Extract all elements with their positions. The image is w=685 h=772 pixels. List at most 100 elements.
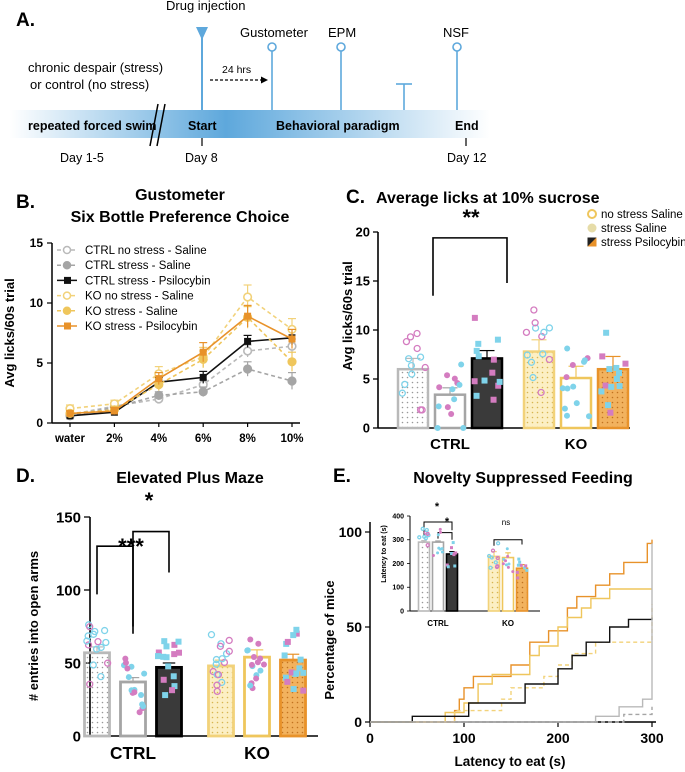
panel-e-title: Novelty Suppressed Feeding [413, 470, 633, 487]
panel-c-bar [396, 367, 430, 430]
epm-label: EPM [328, 25, 356, 40]
inset-data-point [452, 553, 456, 557]
panel-c-data-point [523, 351, 531, 359]
panel-d-data-point [89, 661, 97, 669]
panel-c-data-point [495, 382, 502, 389]
panel-b-series [65, 284, 297, 421]
panel-c-data-point [540, 328, 548, 336]
panel-d-bar [155, 665, 183, 738]
panel-d-data-point [257, 667, 264, 674]
panel-d-ylabel: # entries into open arms [26, 551, 41, 701]
inset-bar [501, 556, 515, 612]
panel-c-data-point [444, 404, 451, 411]
panel-b: B. Gustometer Six Bottle Preference Choi… [2, 187, 304, 445]
panel-b-point [199, 373, 207, 381]
panel-c-data-point [494, 336, 501, 343]
panel-c-significance-bracket [432, 237, 508, 296]
panel-b-xtick-label: 6% [195, 433, 212, 445]
panel-d-data-point [300, 687, 307, 694]
panel-c-label: C. [346, 187, 365, 208]
panel-c-data-point [598, 388, 605, 395]
panel-c-data-point [458, 361, 465, 368]
panel-c-data-point [605, 402, 612, 409]
panel-c-ytick-label: 10 [356, 323, 370, 338]
panel-d-significance-2: * [145, 488, 154, 513]
panel-c-data-point [406, 333, 415, 341]
panel-d-data-point [102, 638, 110, 647]
panel-c-data-point [564, 345, 571, 352]
panel-e-survival-curve [370, 588, 652, 723]
inset-data-point [490, 548, 496, 553]
panel-d-data-point [171, 641, 178, 648]
inset-data-point [438, 530, 442, 534]
panel-d-data-point [131, 689, 138, 696]
panel-e-survival-curve [370, 543, 653, 723]
panel-e-ylabel: Percentage of mice [322, 580, 337, 699]
inset-data-point [431, 554, 435, 558]
forced-swim-label: repeated forced swim [28, 119, 157, 133]
drug-injection-label: Drug injection [166, 0, 246, 13]
panel-b-point [288, 335, 296, 343]
legend-filled-circle-icon [587, 223, 597, 233]
panel-d-data-point [83, 637, 91, 645]
inset-data-point [495, 541, 501, 546]
panel-c-legend: no stress Saline stress Saline stress Psil… [587, 209, 685, 249]
panel-c-data-point [402, 337, 411, 346]
inset-ytick-label: 0 [400, 608, 404, 615]
panel-b-legend-marker [62, 291, 72, 300]
panel-d-data-point [165, 663, 172, 670]
panel-d-data-point [122, 655, 129, 662]
panel-d-data-point [296, 665, 303, 672]
panel-c-legend-label: no stress Saline [601, 209, 683, 221]
panel-d-data-point [247, 682, 254, 689]
panel-e-ytick-label: 0 [354, 714, 362, 730]
panel-d-ytick-label: 100 [56, 582, 81, 599]
panel-d-data-point [212, 660, 220, 668]
arrow-24hrs-label: 24 hrs [222, 64, 251, 76]
panel-e-ytick-label: 50 [346, 619, 362, 635]
inset-data-point [440, 547, 444, 551]
panel-c-ylabel: Avg licks/60s trial [340, 261, 355, 370]
inset-group-label: CTRL [427, 619, 449, 628]
panel-c-data-point [490, 396, 497, 403]
panel-c-data-point [616, 383, 623, 390]
panel-b-series-line [69, 337, 293, 417]
panel-d-data-point [162, 692, 169, 699]
panel-d-data-point [86, 680, 94, 688]
panel-c-data-point [481, 377, 488, 384]
panel-d-data-point [257, 655, 264, 662]
inset-data-point [501, 562, 505, 566]
panel-d-bracket-2 [132, 530, 170, 627]
panel-c-data-point [449, 386, 456, 393]
inset-data-point [505, 547, 509, 551]
inset-data-point [504, 559, 508, 563]
panel-b-point [244, 337, 252, 345]
inset-data-point [516, 576, 520, 580]
panel-c-data-point [475, 353, 482, 360]
panel-b-ytick-label: 5 [36, 356, 43, 370]
panel-e-label: E. [333, 466, 351, 487]
panel-d-data-point [92, 645, 101, 653]
panel-d-data-point [282, 674, 289, 681]
panel-c-data-point [539, 350, 547, 358]
inset-data-point [422, 534, 427, 539]
panel-d-data-point [290, 686, 297, 693]
panel-c-data-point [531, 319, 539, 327]
panel-d-data-point [175, 638, 182, 645]
panel-c-data-point [615, 370, 622, 377]
panel-c-data-point [448, 411, 455, 418]
panel-c-data-point [622, 360, 629, 367]
panel-c-bar [596, 367, 630, 430]
panel-c-data-point [471, 378, 478, 385]
panel-d-data-point [171, 683, 178, 690]
inset-ytick-label: 100 [392, 585, 404, 592]
inset-bar [515, 567, 529, 612]
panel-c-data-point [613, 364, 620, 371]
condition-text-1: chronic despair (stress) [28, 60, 163, 75]
panel-c-data-point [418, 406, 426, 414]
panel-d-ytick-label: 50 [64, 655, 81, 672]
panel-b-series-line [69, 315, 293, 415]
inset-data-point [424, 527, 429, 533]
panel-c-data-point [563, 374, 570, 381]
panel-e-series [370, 539, 653, 723]
